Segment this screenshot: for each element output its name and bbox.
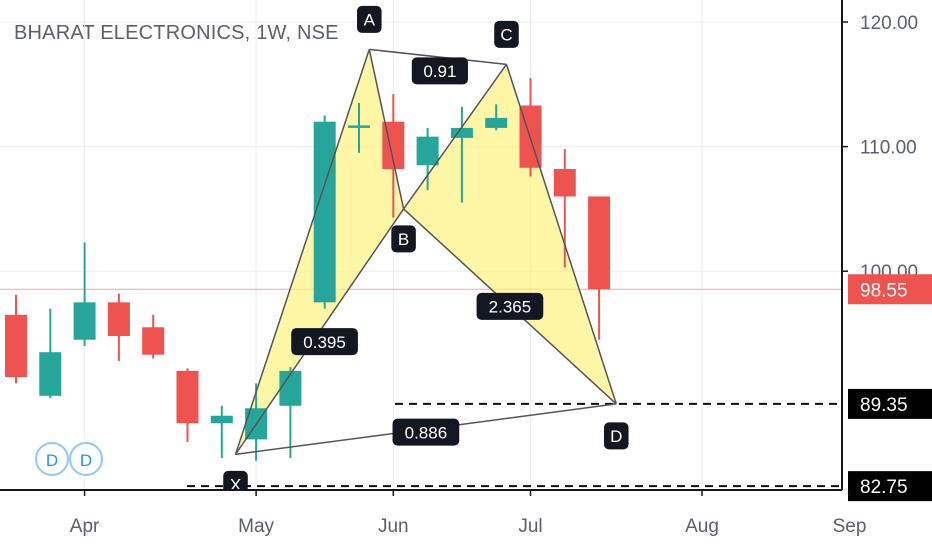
price-level-tag: 82.75 bbox=[848, 471, 932, 502]
pattern-ratio-label: 0.886 bbox=[392, 418, 460, 446]
pattern-line-ac bbox=[369, 48, 507, 66]
candle bbox=[210, 405, 233, 459]
pattern-line-bc bbox=[402, 63, 508, 210]
candle-body bbox=[279, 370, 302, 406]
dividend-marker[interactable]: D bbox=[35, 442, 69, 476]
x-tick-label: Jul bbox=[518, 516, 542, 537]
pattern-point-label: C bbox=[494, 20, 519, 48]
y-tick-label: 110.00 bbox=[860, 138, 917, 159]
pattern-ratio-label-box bbox=[291, 328, 358, 356]
candle-body bbox=[142, 327, 165, 355]
pattern-point-label: A bbox=[357, 5, 382, 33]
chart-title: BHARAT ELECTRONICS, 1W, NSE bbox=[14, 22, 339, 44]
dividend-marker-text: D bbox=[46, 451, 58, 470]
candle bbox=[73, 242, 96, 346]
pattern-line-ab bbox=[368, 49, 405, 210]
dividend-marker[interactable]: D bbox=[69, 442, 103, 476]
candle-body bbox=[39, 352, 62, 396]
candle bbox=[107, 293, 130, 361]
last-price-tag-text: 98.55 bbox=[860, 280, 908, 301]
candle bbox=[348, 102, 370, 153]
candle bbox=[5, 294, 27, 384]
candle bbox=[485, 104, 508, 131]
last-price-tag: 98.55 bbox=[848, 274, 932, 305]
pattern-line-xa bbox=[234, 49, 371, 455]
pattern-point-label-box bbox=[494, 20, 519, 48]
harmonic-pattern-lines bbox=[234, 48, 617, 456]
price-level-tag-box bbox=[848, 471, 932, 502]
candle-body bbox=[416, 136, 439, 166]
pattern-ratio-label: 0.91 bbox=[411, 57, 468, 85]
candle bbox=[416, 127, 439, 191]
candle-body bbox=[485, 117, 508, 128]
dividend-marker-circle bbox=[69, 442, 103, 476]
pattern-triangle-bcd bbox=[403, 64, 617, 404]
pattern-point-label-text: B bbox=[398, 230, 409, 249]
pattern-ratio-label-text: 0.91 bbox=[423, 62, 456, 81]
candle bbox=[142, 314, 165, 359]
candle-body bbox=[348, 125, 370, 128]
last-price-tag-box bbox=[848, 274, 932, 305]
candle-body bbox=[553, 169, 576, 197]
pattern-point-label-text: X bbox=[230, 475, 241, 494]
pattern-point-label-text: C bbox=[500, 25, 512, 44]
candle-body bbox=[107, 302, 130, 336]
candle bbox=[553, 149, 576, 268]
dividend-marker-circle bbox=[35, 442, 69, 476]
pattern-point-label-box bbox=[603, 422, 629, 450]
pattern-ratio-label-box bbox=[476, 292, 544, 320]
candle-body bbox=[176, 370, 199, 424]
x-tick-label: May bbox=[238, 516, 274, 537]
price-level-tag-box bbox=[848, 388, 932, 419]
x-tick-label: Sep bbox=[833, 516, 867, 537]
y-tick-label: 120.00 bbox=[860, 13, 918, 34]
candle bbox=[313, 115, 336, 309]
pattern-ratio-label: 2.365 bbox=[476, 292, 544, 320]
pattern-point-label-box bbox=[391, 225, 416, 253]
pattern-ratio-label-box bbox=[411, 57, 468, 85]
candle-body bbox=[210, 415, 233, 424]
pattern-ratio-label-box bbox=[392, 418, 460, 446]
pattern-point-label: B bbox=[391, 225, 416, 253]
candle bbox=[176, 368, 199, 442]
pattern-point-label-text: D bbox=[610, 427, 622, 446]
candle bbox=[39, 308, 62, 399]
price-level-tag-text: 82.75 bbox=[860, 477, 908, 498]
pattern-ratio-label-text: 0.886 bbox=[405, 423, 448, 442]
price-level-tag-text: 89.35 bbox=[860, 395, 908, 416]
candle-body bbox=[588, 196, 611, 290]
candle bbox=[279, 367, 302, 459]
candle-body bbox=[313, 121, 336, 303]
candle-body bbox=[450, 127, 473, 138]
harmonic-pattern-labels: X A B C D 0.395 0.91 2.365 0.886 bbox=[223, 5, 629, 498]
pattern-ratio-label-text: 2.365 bbox=[489, 298, 532, 317]
candle-body bbox=[73, 302, 96, 340]
pattern-point-label-box bbox=[357, 5, 382, 33]
pattern-line-cd bbox=[505, 64, 617, 405]
price-level-tag: 89.35 bbox=[848, 388, 932, 419]
pattern-point-label: D bbox=[603, 422, 629, 450]
pattern-ratio-label-text: 0.395 bbox=[303, 333, 346, 352]
pattern-ratio-label: 0.395 bbox=[291, 328, 358, 356]
x-tick-label: Jun bbox=[378, 516, 409, 537]
candle bbox=[588, 196, 611, 340]
dividend-marker-text: D bbox=[80, 451, 92, 470]
horizontal-lines bbox=[0, 288, 842, 488]
candle-body bbox=[5, 314, 27, 378]
candle bbox=[450, 106, 473, 203]
x-tick-label: Aug bbox=[685, 516, 719, 537]
pattern-point-label-text: A bbox=[364, 11, 376, 30]
time-axis-bg bbox=[0, 490, 842, 550]
x-tick-label: Apr bbox=[70, 516, 100, 537]
